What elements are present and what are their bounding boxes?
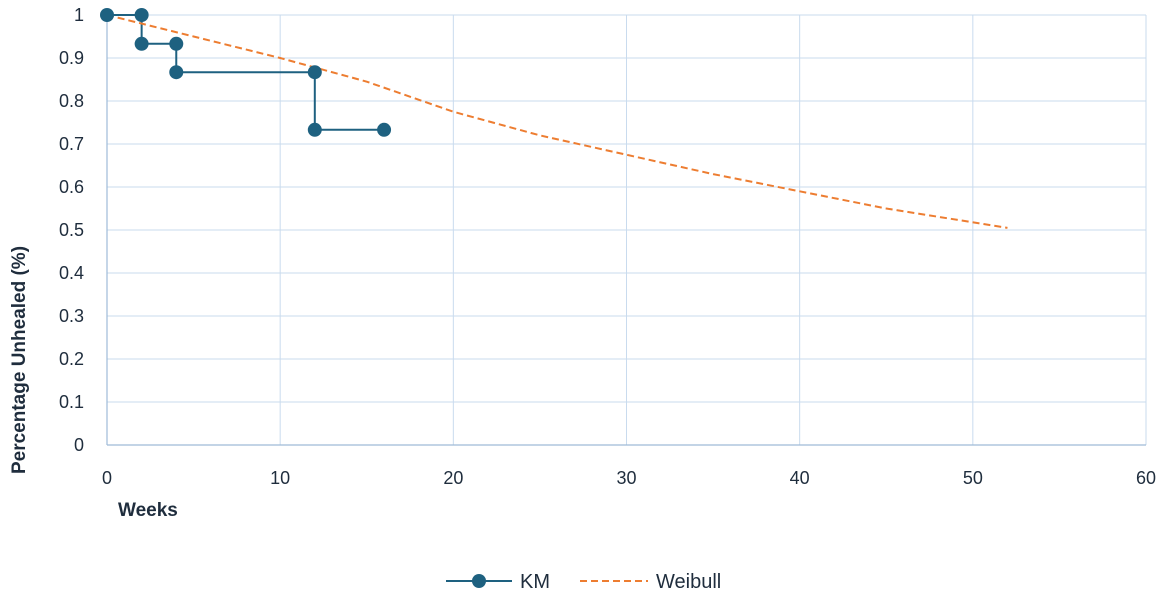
- x-tick-label: 40: [790, 468, 810, 488]
- axes: [106, 15, 1146, 446]
- x-tick-label: 60: [1136, 468, 1156, 488]
- y-axis-title: Percentage Unhealed (%): [9, 246, 30, 474]
- km-step-line: [107, 14, 385, 131]
- y-tick-label: 0.2: [59, 349, 84, 369]
- y-tick-label: 0.5: [59, 220, 84, 240]
- x-tick-label: 20: [443, 468, 463, 488]
- km-point: [169, 36, 184, 51]
- y-tick-label: 0.1: [59, 392, 84, 412]
- grid: [106, 14, 1147, 446]
- x-tick-label: 50: [963, 468, 983, 488]
- weibull-curve: [106, 14, 1008, 229]
- km-point: [100, 8, 114, 22]
- y-tick-label: 0: [74, 435, 84, 455]
- x-tick-label: 10: [270, 468, 290, 488]
- legend-km-label: KM: [520, 571, 550, 593]
- y-tick-label: 0.4: [59, 263, 84, 283]
- km-point: [169, 65, 184, 80]
- y-tick-label: 0.6: [59, 177, 84, 197]
- series: [100, 8, 1008, 229]
- x-axis-title: Weeks: [118, 500, 178, 521]
- km-point: [377, 122, 392, 137]
- y-tick-label: 0.8: [59, 91, 84, 111]
- x-tick-label: 0: [102, 468, 112, 488]
- tick-labels: 00.10.20.30.40.50.60.70.80.910 10 20 30 40 50…: [59, 5, 1156, 488]
- y-tick-label: 0.3: [59, 306, 84, 326]
- legend: KM Weibull: [446, 571, 721, 593]
- y-tick-label: 1: [74, 5, 84, 25]
- km-point: [134, 8, 149, 22]
- legend-item-km: KM: [446, 571, 550, 593]
- y-tick-label: 0.7: [59, 134, 84, 154]
- km-point: [134, 36, 149, 51]
- km-point: [307, 122, 322, 137]
- legend-km-marker: [472, 574, 486, 588]
- km-point: [307, 65, 322, 80]
- y-tick-label: 0.9: [59, 48, 84, 68]
- x-tick-label: 30: [616, 468, 636, 488]
- legend-item-weibull: Weibull: [580, 571, 721, 593]
- legend-weibull-label: Weibull: [656, 571, 721, 593]
